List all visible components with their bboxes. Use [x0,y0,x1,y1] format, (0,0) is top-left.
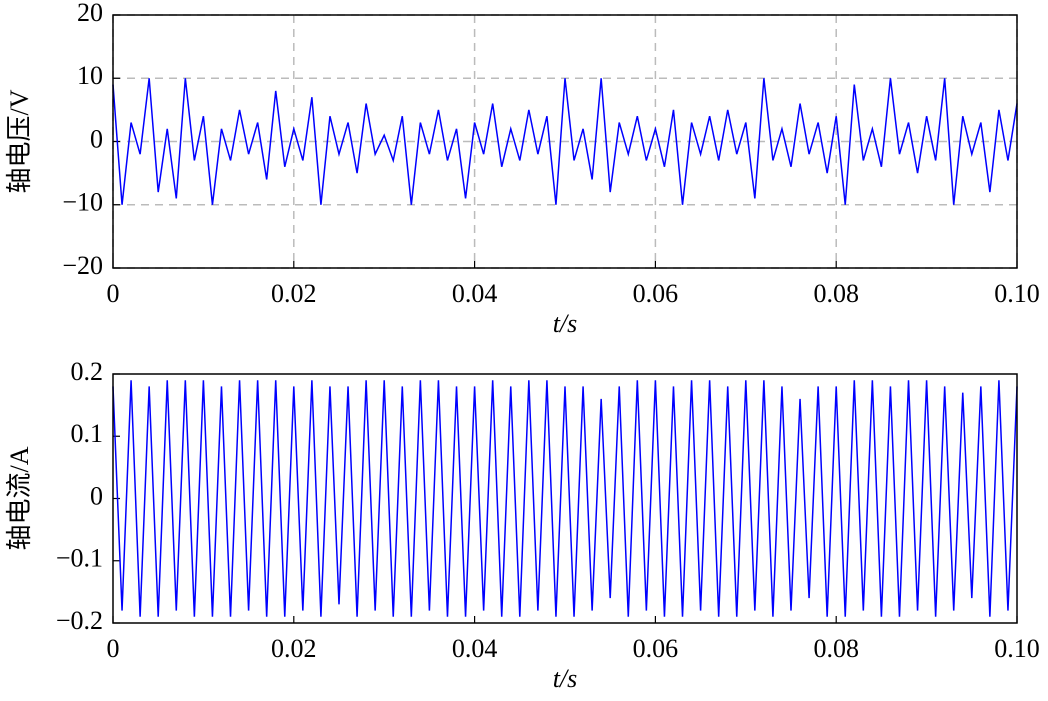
x-tick-label: 0 [107,634,120,663]
x-tick-label: 0.10 [994,634,1040,663]
y-tick-label: 10 [77,61,103,90]
y-tick-label: 0 [90,481,103,510]
x-tick-label: 0.08 [813,279,859,308]
x-tick-label: 0.08 [813,634,859,663]
x-tick-label: 0.10 [994,279,1040,308]
signal-line [112,78,1018,205]
y-tick-label: −10 [62,188,103,217]
x-tick-label: 0.04 [452,634,498,663]
signal-line [112,380,1018,617]
y-tick-label: 0.2 [71,357,104,386]
y-axis-label: 轴电压/V [5,89,34,193]
x-tick-label: 0.02 [271,279,317,308]
x-tick-label: 0.06 [633,279,679,308]
x-tick-label: 0.06 [633,634,679,663]
y-tick-label: 20 [77,0,103,27]
x-axis-label: t/s [553,309,578,338]
y-tick-label: 0.1 [71,419,104,448]
x-axis-label: t/s [553,664,578,693]
y-tick-label: −0.2 [56,606,103,635]
plot-frame [112,373,1018,624]
x-tick-label: 0.02 [271,634,317,663]
y-tick-label: 0 [90,124,103,153]
subplot: 0 0.02 0.04 0.06 0.08 0.10 −0.2 −0.1 0 0.1 0.2 t/s 轴… [5,357,1040,693]
y-tick-label: −0.1 [56,544,103,573]
x-tick-label: 0.04 [452,279,498,308]
subplot: 0 0.02 0.04 0.06 0.08 0.10 −20 −10 0 10 20 t/s 轴电压/V [5,0,1040,338]
x-tick-label: 0 [107,279,120,308]
y-tick-label: −20 [62,251,103,280]
plot-frame [112,14,1018,269]
y-axis-label: 轴电流/A [5,446,34,550]
